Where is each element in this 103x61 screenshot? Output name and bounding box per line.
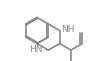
Text: HN: HN [29,45,43,54]
Text: NH: NH [61,25,75,34]
